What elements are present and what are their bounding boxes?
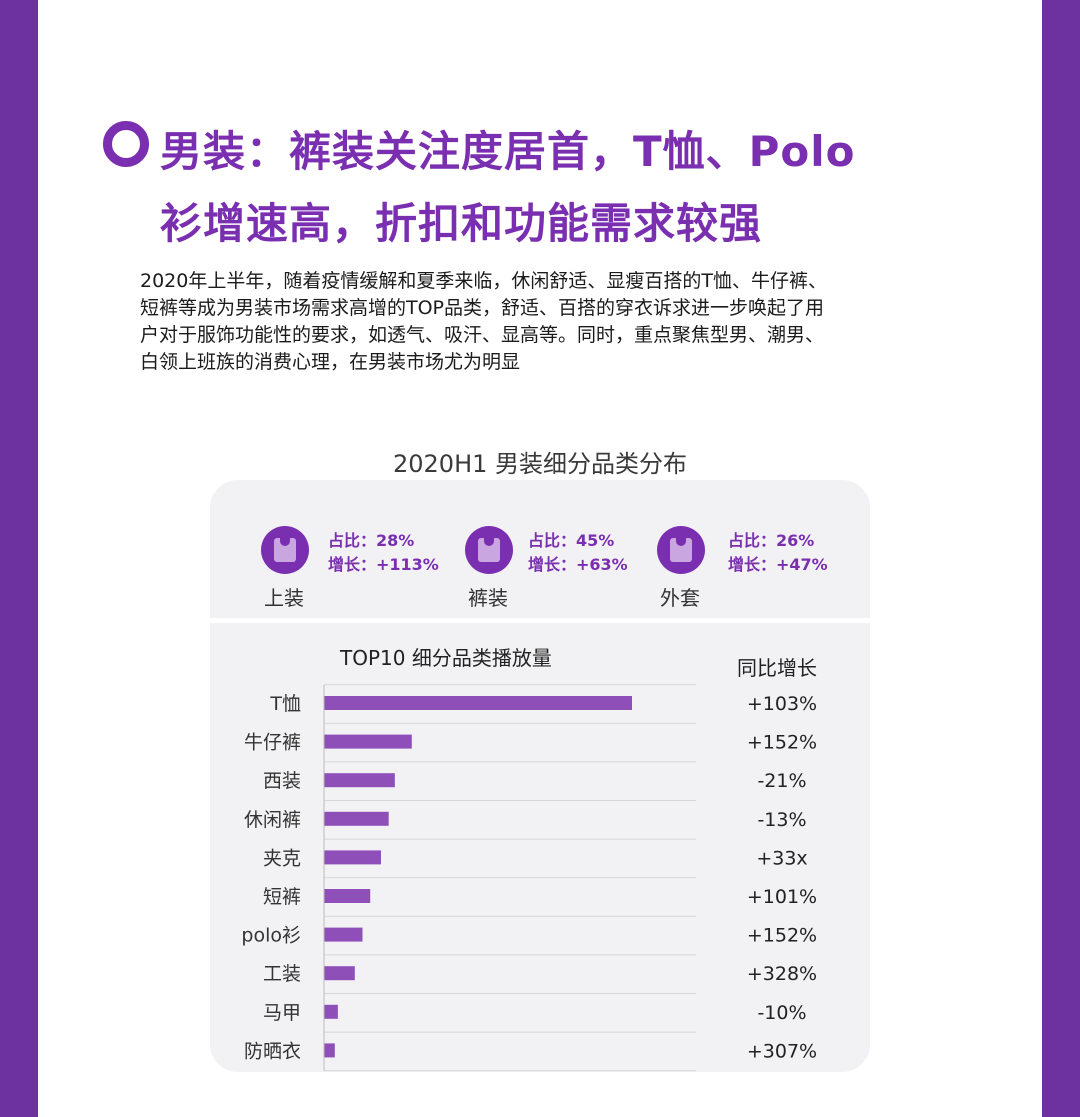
yoy-label: +152%: [747, 732, 817, 754]
yoy-label: -13%: [757, 809, 806, 831]
category-label: 马甲: [263, 1002, 301, 1024]
panel-divider: [210, 618, 870, 623]
category-label: 休闲裤: [244, 809, 301, 831]
yoy-label: +307%: [747, 1040, 817, 1062]
category-name: 外套: [660, 586, 700, 610]
shirt-icon: [465, 526, 513, 574]
yoy-column-title: 同比增长: [737, 656, 817, 680]
bar: [324, 696, 632, 710]
shirt-icon: [261, 526, 309, 574]
yoy-label: -21%: [757, 770, 806, 792]
category-name: 上装: [264, 586, 304, 610]
bar: [324, 734, 412, 749]
category-share: 占比：45%: [528, 531, 615, 550]
bar: [324, 811, 389, 826]
page-title-line-2: 衫增速高，折扣和功能需求较强: [160, 199, 763, 248]
bar: [324, 927, 363, 942]
bar: [324, 773, 395, 788]
yoy-label: +103%: [747, 693, 817, 715]
bar: [324, 966, 355, 981]
chart-panel: 上装 占比：28% 增长：+113% 裤装 占比：45% 增长：+63% 外套 …: [210, 480, 870, 1072]
description-line: 户对于服饰功能性的要求，如透气、吸汗、显高等。同时，重点聚焦型男、潮男、: [140, 324, 825, 346]
yoy-label: -10%: [757, 1002, 806, 1024]
bar-chart: T恤 +103% 牛仔裤 +152% 西装 -21% 休闲裤 -13% 夹克 +33x 短裤 +101…: [241, 684, 817, 1072]
description-line: 短裤等成为男装市场需求高增的TOP品类，舒适、百搭的穿衣诉求进一步唤起了用: [140, 297, 825, 319]
category-label: 工装: [263, 963, 301, 985]
yoy-label: +101%: [747, 886, 817, 908]
category-label: 西装: [263, 770, 301, 792]
category-label: 牛仔裤: [244, 732, 301, 754]
yoy-label: +152%: [747, 925, 817, 947]
category-label: 防晒衣: [244, 1040, 301, 1062]
category-label: polo衫: [241, 925, 301, 947]
page-title-line-1: 男装：裤装关注度居首，T恤、Polo: [160, 127, 856, 176]
description-line: 2020年上半年，随着疫情缓解和夏季来临，休闲舒适、显瘦百搭的T恤、牛仔裤、: [140, 270, 827, 292]
chart-title: 2020H1 男装细分品类分布: [392, 450, 688, 478]
bar: [324, 1043, 335, 1058]
category-growth: 增长：+63%: [528, 555, 628, 574]
description-paragraph: 2020年上半年，随着疫情缓解和夏季来临，休闲舒适、显瘦百搭的T恤、牛仔裤、 短…: [140, 268, 940, 376]
right-border: [1042, 0, 1080, 1117]
title-bullet-icon: [103, 121, 149, 167]
description-line: 白领上班族的消费心理，在男装市场尤为明显: [140, 351, 521, 373]
bar: [324, 850, 381, 865]
yoy-label: +328%: [747, 963, 817, 985]
shirt-icon: [657, 526, 705, 574]
category-label: T恤: [269, 693, 301, 715]
category-growth: 增长：+113%: [328, 555, 439, 574]
category-growth: 增长：+47%: [728, 555, 828, 574]
bar: [324, 889, 371, 903]
category-share: 占比：26%: [728, 531, 815, 550]
category-label: 短裤: [263, 886, 301, 908]
category-name: 裤装: [468, 586, 508, 610]
category-label: 夹克: [263, 847, 301, 869]
bar-chart-title: TOP10 细分品类播放量: [340, 646, 552, 670]
bar: [324, 1004, 338, 1019]
left-border: [0, 0, 38, 1117]
category-share: 占比：28%: [328, 531, 415, 550]
yoy-label: +33x: [756, 847, 807, 869]
